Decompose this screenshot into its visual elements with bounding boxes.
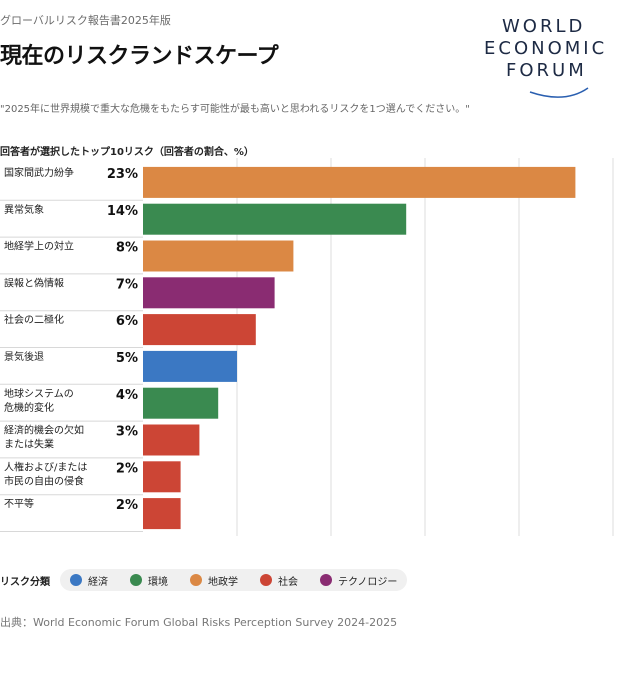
value-label: 3% <box>116 425 138 440</box>
value-label: 2% <box>116 498 138 513</box>
legend-dot-icon <box>190 574 202 586</box>
bar <box>143 461 181 493</box>
legend-label: 環境 <box>148 576 168 588</box>
bar <box>143 277 275 309</box>
bar <box>143 203 407 235</box>
value-label: 7% <box>116 277 138 292</box>
value-label: 2% <box>116 461 138 476</box>
legend-dot-icon <box>320 574 332 586</box>
category-label: 地球システムの危機的変化 <box>4 387 74 414</box>
category-label: 地経学上の対立 <box>4 240 74 253</box>
legend-dot-icon <box>260 574 272 586</box>
bar <box>143 240 294 272</box>
bar <box>143 498 181 530</box>
legend-item-technological: テクノロジー <box>320 573 397 588</box>
legend-label: 経済 <box>88 576 108 588</box>
bar <box>143 387 219 419</box>
value-label: 4% <box>116 388 138 403</box>
legend-item-societal: 社会 <box>260 573 298 588</box>
category-label: 異常気象 <box>4 203 44 216</box>
survey-question: "2025年に世界規模で重大な危機をもたらす可能性が最も高いと思われるリスクを1… <box>0 104 470 115</box>
legend-title: リスク分類 <box>0 576 50 588</box>
value-label: 14% <box>107 204 138 219</box>
category-label: 人権および/または市民の自由の侵食 <box>4 460 87 487</box>
legend-items: 経済 環境 地政学 社会 テクノロジー <box>60 569 408 591</box>
value-label: 5% <box>116 351 138 366</box>
legend-dot-icon <box>70 574 82 586</box>
value-label: 8% <box>116 241 138 256</box>
bar <box>143 314 256 346</box>
legend: リスク分類 経済 環境 地政学 社会 テクノロジー <box>0 568 408 592</box>
bar-chart: 国家間武力紛争 23% 異常気象 14% 地経学上の対立 8% 誤報と偽情報 7% 社会の二極化… <box>0 158 614 536</box>
logo-line-2: ECONOMIC <box>484 38 608 59</box>
legend-label: 社会 <box>278 576 298 588</box>
value-label: 23% <box>107 167 138 182</box>
category-label: 誤報と偽情報 <box>4 276 64 289</box>
legend-label: テクノロジー <box>338 576 398 588</box>
chart-title: 回答者が選択したトップ10リスク（回答者の割合、%） <box>0 147 254 158</box>
bar <box>143 350 237 382</box>
logo-line-3: FORUM <box>506 60 587 81</box>
legend-dot-icon <box>130 574 142 586</box>
category-label: 経済的機会の欠如または失業 <box>4 424 84 451</box>
value-label: 6% <box>116 314 138 329</box>
logo-arc-icon <box>529 87 589 98</box>
bar <box>143 166 576 198</box>
legend-item-economic: 経済 <box>70 573 108 588</box>
category-label: 国家間武力紛争 <box>4 166 74 179</box>
source-note: 出典：World Economic Forum Global Risks Per… <box>0 616 398 629</box>
report-subtitle: グローバルリスク報告書2025年版 <box>0 14 171 27</box>
legend-item-geopolitical: 地政学 <box>190 573 238 588</box>
bar <box>143 424 200 456</box>
legend-label: 地政学 <box>208 576 238 588</box>
page-title: 現在のリスクランドスケープ <box>0 44 279 69</box>
legend-item-environmental: 環境 <box>130 573 168 588</box>
wef-logo: WORLD ECONOMIC FORUM <box>470 14 630 100</box>
category-label: 社会の二極化 <box>4 313 64 326</box>
logo-line-1: WORLD <box>502 16 586 37</box>
category-label: 景気後退 <box>4 350 44 363</box>
category-label: 不平等 <box>4 497 34 510</box>
